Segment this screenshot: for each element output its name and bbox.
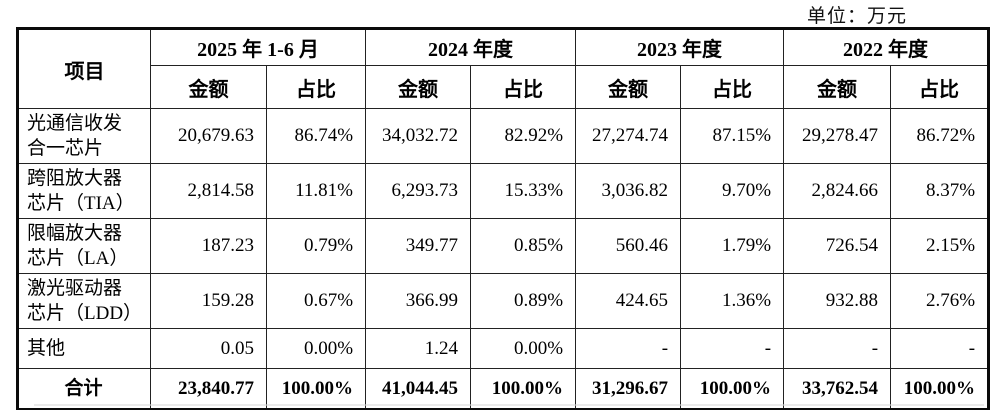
table-body: 光通信收发 合一芯片 20,679.63 86.74% 34,032.72 82…: [17, 108, 990, 410]
sub-header-row: 金额 占比 金额 占比 金额 占比 金额 占比: [18, 65, 990, 109]
data-cell: 11.81%: [265, 163, 367, 219]
data-cell: 9.70%: [680, 163, 785, 219]
data-cell: -: [783, 328, 892, 369]
data-cell: 560.46: [575, 218, 682, 274]
data-cell: 366.99: [365, 273, 472, 329]
col-header-amount-2022: 金额: [783, 65, 892, 109]
data-cell: 2,824.66: [783, 163, 892, 219]
data-cell: 82.92%: [470, 108, 577, 164]
data-cell: 2,814.58: [150, 163, 267, 219]
data-cell: 187.23: [150, 218, 267, 274]
row-label: 光通信收发 合一芯片: [17, 108, 151, 164]
data-cell: -: [680, 328, 785, 369]
period-header-2024: 2024 年度: [365, 28, 577, 66]
period-header-row: 项目 2025 年 1-6 月 2024 年度 2023 年度 2022 年度: [17, 28, 990, 109]
row-label: 激光驱动器 芯片（LDD）: [17, 273, 151, 329]
table-header: 项目 2025 年 1-6 月 2024 年度 2023 年度 2022 年度 …: [17, 28, 990, 109]
data-cell: 86.72%: [890, 108, 990, 164]
scan-artifact-line: [34, 404, 984, 406]
data-cell: 27,274.74: [575, 108, 682, 164]
col-header-ratio-2024: 占比: [470, 65, 577, 109]
unit-label: 单位：万元: [806, 6, 907, 27]
col-header-amount-2025: 金额: [150, 65, 267, 109]
col-header-amount-2023: 金额: [575, 65, 682, 109]
data-cell: 33,762.54: [783, 368, 892, 410]
table-row-ldd-chip: 激光驱动器 芯片（LDD） 159.28 0.67% 366.99 0.89% …: [17, 273, 990, 329]
data-cell: 23,840.77: [150, 368, 267, 410]
data-cell: 2.15%: [890, 218, 990, 274]
data-cell: 1.36%: [680, 273, 785, 329]
data-cell: 86.74%: [265, 108, 367, 164]
corner-header-item: 项目: [17, 28, 151, 109]
data-cell: -: [575, 328, 682, 369]
data-cell: 6,293.73: [365, 163, 472, 219]
period-header-2022: 2022 年度: [783, 28, 990, 66]
data-cell: 0.00%: [265, 328, 367, 369]
revenue-breakdown-table: 项目 2025 年 1-6 月 2024 年度 2023 年度 2022 年度 …: [16, 27, 991, 410]
data-cell: 100.00%: [265, 368, 367, 410]
col-header-ratio-2022: 占比: [890, 65, 990, 109]
col-header-amount-2024: 金额: [365, 65, 472, 109]
data-cell: 0.85%: [470, 218, 577, 274]
data-cell: 8.37%: [890, 163, 990, 219]
data-cell: -: [890, 328, 990, 369]
data-cell: 2.76%: [890, 273, 990, 329]
table-row-optical-transceiver-chip: 光通信收发 合一芯片 20,679.63 86.74% 34,032.72 82…: [17, 108, 990, 164]
data-cell: 1.79%: [680, 218, 785, 274]
data-cell: 0.79%: [265, 218, 367, 274]
data-cell: 0.67%: [265, 273, 367, 329]
period-header-2025: 2025 年 1-6 月: [149, 28, 367, 66]
data-cell: 726.54: [783, 218, 892, 274]
col-header-ratio-2023: 占比: [680, 65, 785, 109]
data-cell: 3,036.82: [575, 163, 682, 219]
data-cell: 100.00%: [680, 368, 785, 410]
row-label: 其他: [17, 328, 151, 369]
row-label-total: 合计: [17, 368, 151, 410]
table-row-total: 合计 23,840.77 100.00% 41,044.45 100.00% 3…: [17, 368, 990, 410]
data-cell: 349.77: [365, 218, 472, 274]
row-label: 跨阻放大器 芯片（TIA）: [17, 163, 151, 219]
table-row-tia-chip: 跨阻放大器 芯片（TIA） 2,814.58 11.81% 6,293.73 1…: [17, 163, 990, 219]
data-cell: 100.00%: [890, 368, 990, 410]
data-cell: 87.15%: [680, 108, 785, 164]
data-cell: 0.89%: [470, 273, 577, 329]
data-cell: 41,044.45: [365, 368, 472, 410]
data-cell: 159.28: [150, 273, 267, 329]
data-cell: 0.05: [150, 328, 267, 369]
data-cell: 0.00%: [470, 328, 577, 369]
data-cell: 29,278.47: [783, 108, 892, 164]
data-cell: 932.88: [783, 273, 892, 329]
data-cell: 34,032.72: [365, 108, 472, 164]
row-label: 限幅放大器 芯片（LA）: [17, 218, 151, 274]
period-header-2023: 2023 年度: [575, 28, 785, 66]
table-row-la-chip: 限幅放大器 芯片（LA） 187.23 0.79% 349.77 0.85% 5…: [17, 218, 990, 274]
data-cell: 1.24: [365, 328, 472, 369]
col-header-ratio-2025: 占比: [265, 65, 367, 109]
data-cell: 20,679.63: [150, 108, 267, 164]
data-cell: 15.33%: [470, 163, 577, 219]
table-row-other: 其他 0.05 0.00% 1.24 0.00% - - - -: [17, 328, 990, 369]
data-cell: 424.65: [575, 273, 682, 329]
